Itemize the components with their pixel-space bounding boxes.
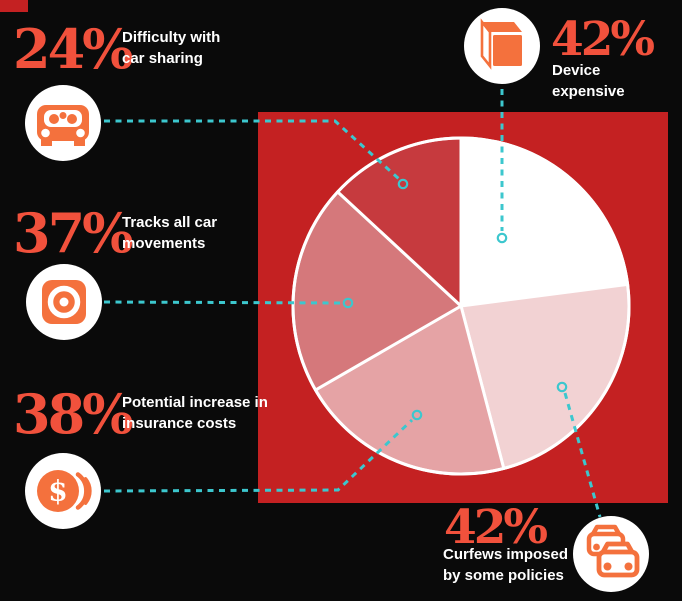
stat-value-sharing: 24%: [13, 17, 133, 81]
stat-value-curfews: 42%: [444, 500, 548, 555]
stat-label-line: expensive: [552, 83, 625, 100]
stat-label-line: insurance costs: [122, 415, 237, 432]
pie-chart: [291, 136, 631, 476]
stat-value-device: 42%: [551, 12, 655, 67]
stat-label-line: Tracks all car: [122, 214, 218, 231]
stat-label-line: by some policies: [443, 567, 564, 584]
stat-label-line: movements: [122, 235, 206, 252]
car-front-icon: [25, 85, 101, 161]
stat-label-sharing: Difficulty with car sharing: [122, 27, 220, 69]
stat-value-insurance: 38%: [13, 382, 133, 446]
traffic-icon: [573, 516, 649, 592]
stat-label-curfews: Curfews imposed by some policies: [443, 544, 568, 586]
stat-label-tracks: Tracks all car movements: [122, 212, 217, 254]
coins-icon: $: [25, 453, 101, 529]
stat-label-line: Curfews imposed: [443, 546, 569, 563]
stat-label-line: car sharing: [122, 50, 203, 67]
pie-slice: [459, 136, 630, 308]
cube-icon: [464, 8, 540, 84]
stat-label-line: Device: [552, 62, 601, 79]
stat-value-tracks: 37%: [13, 201, 133, 265]
stat-label-line: Difficulty with: [122, 29, 221, 46]
tracker-icon: [26, 264, 102, 340]
corner-mark: [0, 0, 28, 12]
stat-label-device: Device expensive: [552, 60, 625, 102]
stat-label-insurance: Potential increase in insurance costs: [122, 392, 268, 434]
stat-label-line: Potential increase in: [122, 394, 268, 411]
pie-outline: [291, 136, 631, 476]
svg-text:$: $: [48, 475, 67, 508]
